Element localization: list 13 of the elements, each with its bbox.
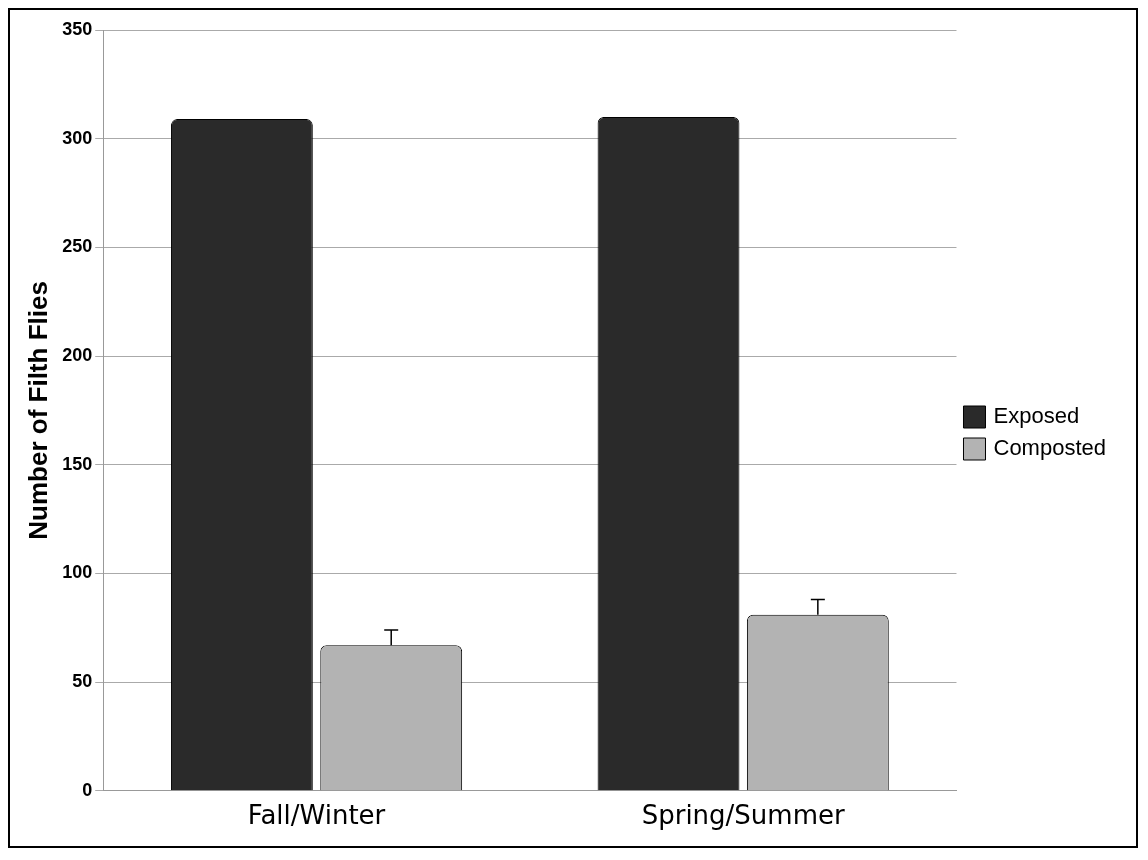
x-tick-label: Fall/Winter — [247, 800, 386, 831]
y-tick-label: 100 — [62, 562, 93, 583]
legend-label: Composted — [993, 435, 1107, 461]
y-tick-label: 200 — [62, 345, 93, 366]
y-tick-label: 250 — [62, 236, 93, 257]
y-tick-label: 350 — [62, 18, 93, 39]
y-tick-label: 300 — [62, 127, 93, 148]
y-tick-label: 50 — [72, 671, 93, 692]
y-axis-title: Number of Filth Flies — [22, 281, 53, 540]
y-tick-label: 0 — [82, 779, 93, 800]
x-tick-label: Spring/Summer — [641, 800, 845, 831]
y-tick-label: 150 — [62, 453, 93, 474]
legend-label: Exposed — [993, 403, 1080, 429]
